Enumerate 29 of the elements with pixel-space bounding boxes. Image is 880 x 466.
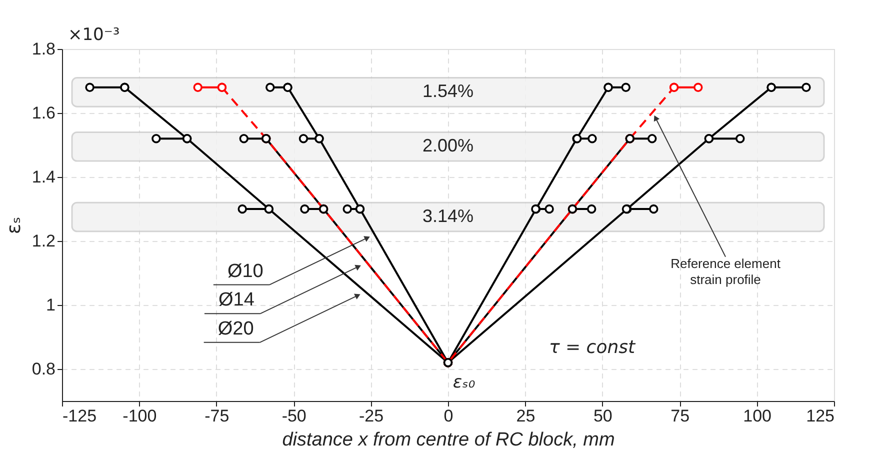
x-tick-label: 125 <box>806 406 834 426</box>
annotation: εₛ₀ <box>452 372 476 393</box>
x-tick-label: 100 <box>743 406 772 426</box>
annotation: τ = const <box>548 337 636 358</box>
band-label: 2.00% <box>422 136 474 156</box>
annotation: Ø10 <box>227 260 264 282</box>
annotation: Ø20 <box>218 318 254 340</box>
x-tick-label: -125 <box>62 406 97 426</box>
x-tick-label: -75 <box>204 406 230 426</box>
y-axis-title: εₛ <box>2 216 25 234</box>
x-tick-label: 0 <box>444 406 454 426</box>
annotation: Reference element strain profile <box>670 256 781 287</box>
y-tick-label: 1.4 <box>32 168 56 186</box>
x-axis-title: distance x from centre of RC block, mm <box>282 430 615 450</box>
annotation: Ø14 <box>218 290 255 311</box>
x-tick-label: 75 <box>670 406 690 426</box>
y-tick-label: 1.2 <box>32 232 56 250</box>
band-label: 1.54% <box>422 81 474 102</box>
text: ×10⁻³ <box>68 25 120 45</box>
y-tick-label: 1 <box>46 296 56 314</box>
band-label: 3.14% <box>422 206 474 226</box>
y-tick-label: 0.8 <box>32 360 56 378</box>
x-tick-label: 50 <box>593 406 612 426</box>
x-tick-label: -50 <box>282 406 306 426</box>
x-tick-label: -100 <box>122 406 157 426</box>
y-tick-label: 1.6 <box>32 104 56 122</box>
y-tick-label: 1.8 <box>32 40 56 58</box>
x-tick-label: 25 <box>516 406 536 426</box>
x-tick-label: -25 <box>359 406 384 426</box>
